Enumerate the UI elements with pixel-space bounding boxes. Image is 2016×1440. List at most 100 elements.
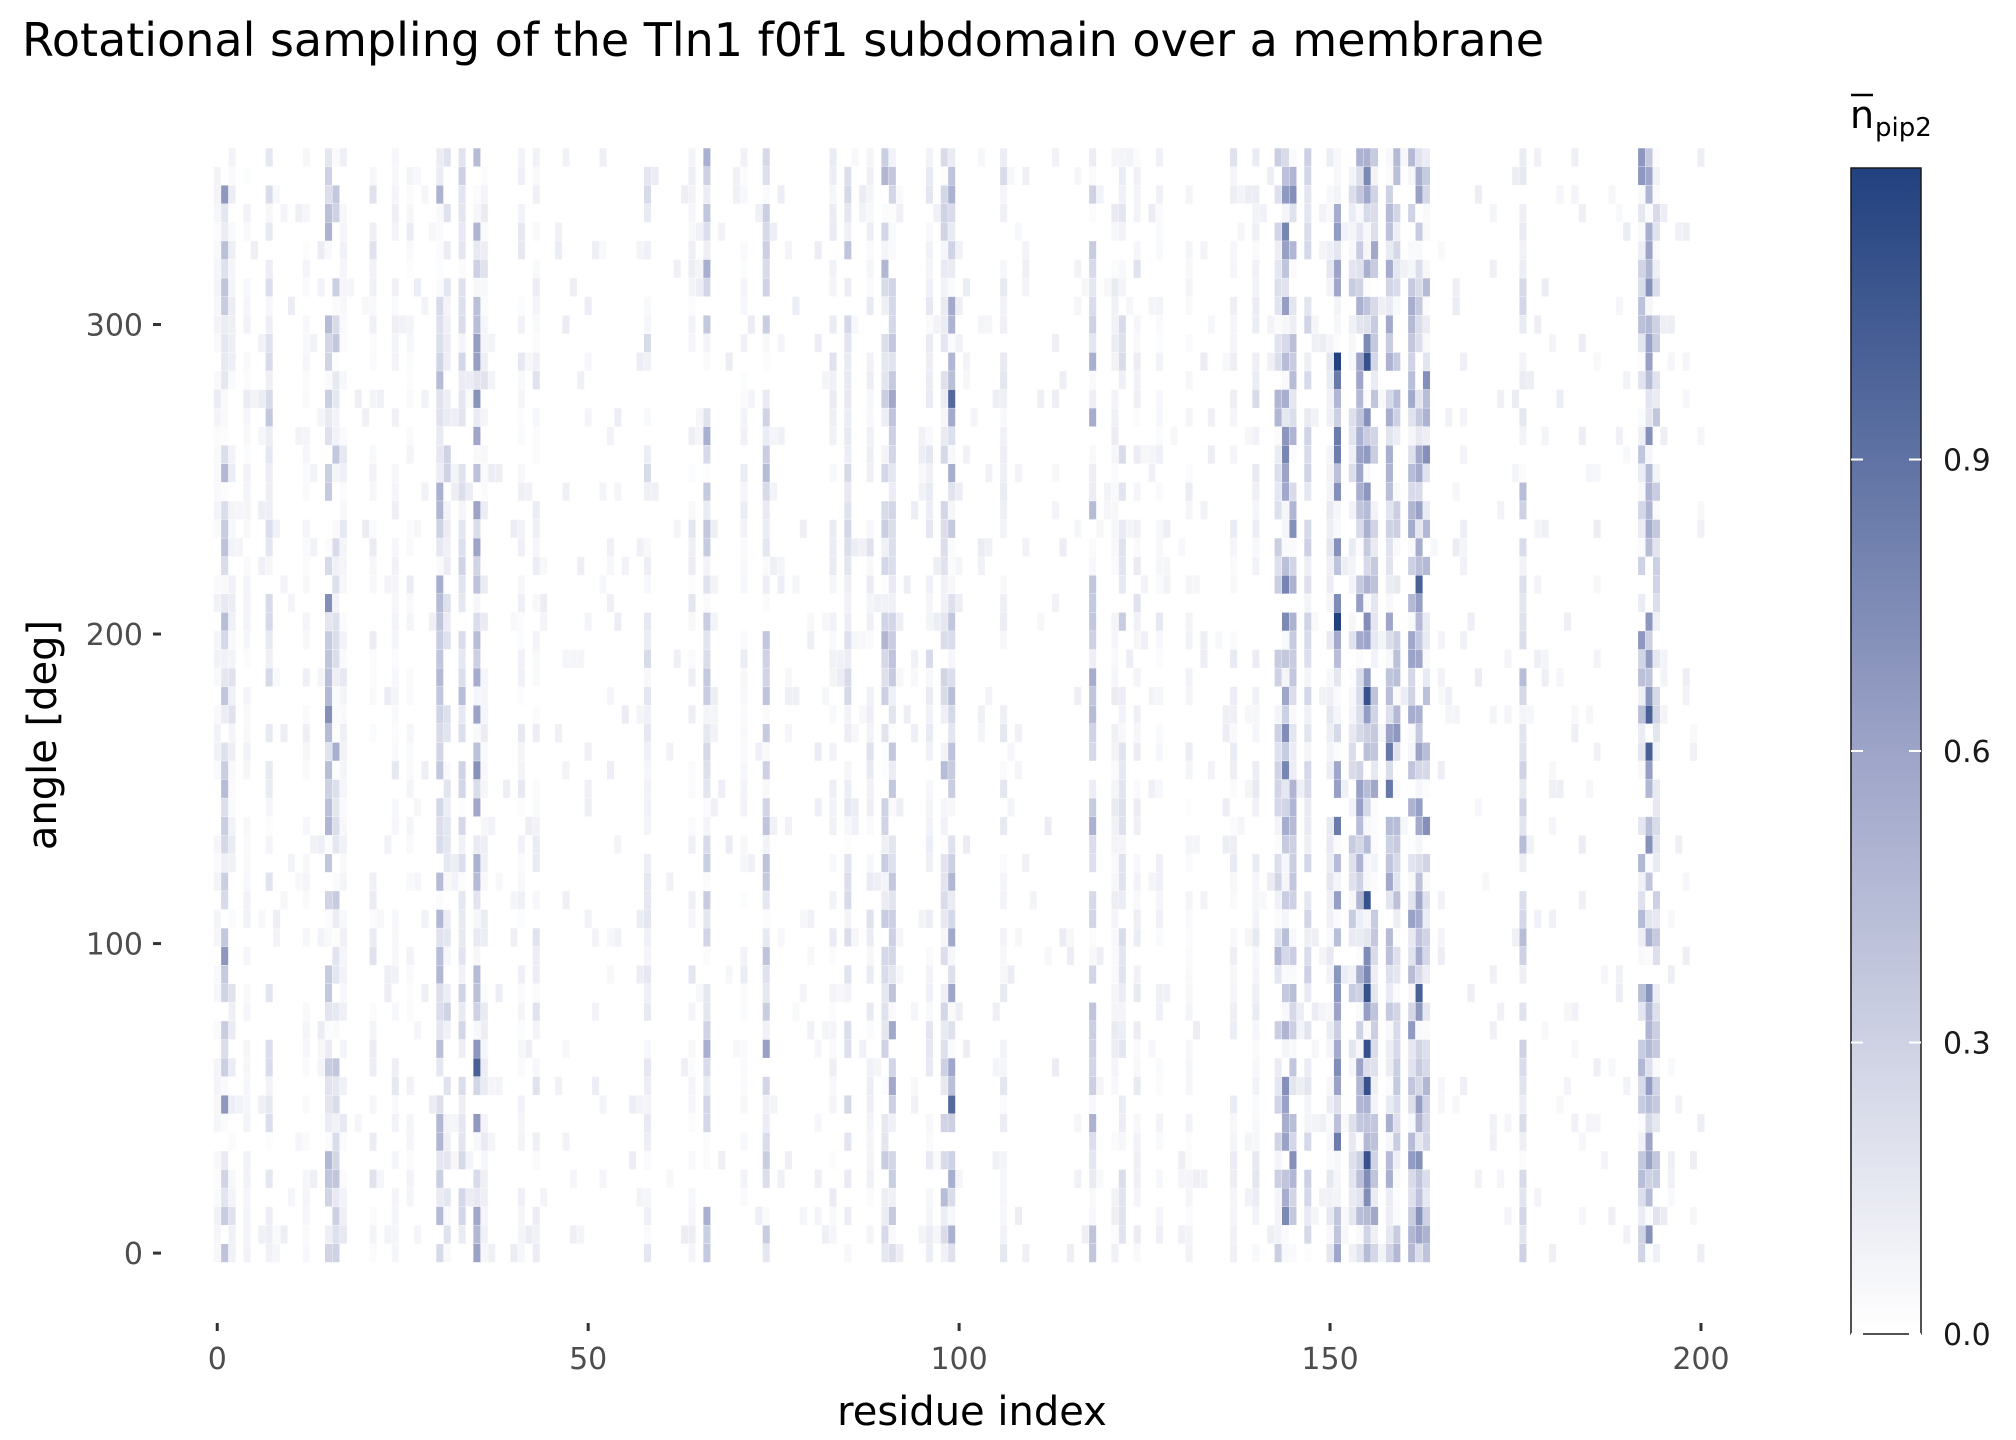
heatmap-cell — [866, 946, 874, 966]
heatmap-cell — [391, 798, 399, 817]
heatmap-cell — [1638, 501, 1646, 520]
heatmap-cell — [948, 724, 956, 743]
heatmap-cell — [1230, 1132, 1238, 1151]
heatmap-cell — [1422, 222, 1431, 241]
heatmap-cell — [421, 389, 429, 408]
heatmap-cell — [925, 1002, 933, 1021]
heatmap-cell — [221, 1114, 229, 1133]
heatmap-cell — [458, 241, 466, 260]
heatmap-cell — [265, 761, 273, 780]
heatmap-cell — [866, 742, 874, 761]
heatmap-cell — [1282, 835, 1290, 854]
heatmap-cell — [325, 556, 333, 576]
heatmap-cell — [1519, 761, 1527, 780]
heatmap-cell — [436, 352, 444, 371]
heatmap-cell — [1437, 761, 1445, 780]
heatmap-cell — [221, 984, 229, 1003]
heatmap-cell — [1645, 296, 1653, 316]
heatmap-cell — [1267, 166, 1275, 186]
heatmap-cell — [1326, 724, 1334, 743]
heatmap-cell — [265, 1132, 273, 1151]
heatmap-cell — [1111, 965, 1119, 984]
heatmap-cell — [859, 705, 867, 724]
heatmap-cell — [1326, 1188, 1334, 1207]
heatmap-cell — [1274, 1076, 1282, 1096]
heatmap-cell — [1385, 1076, 1393, 1096]
heatmap-cell — [369, 166, 377, 186]
heatmap-cell — [1096, 519, 1104, 538]
heatmap-cell — [436, 296, 444, 316]
heatmap-cell — [829, 1076, 837, 1096]
heatmap-cell — [517, 371, 525, 390]
heatmap-cell — [1311, 1114, 1319, 1133]
heatmap-cell — [1422, 1095, 1431, 1114]
heatmap-cell — [1519, 278, 1527, 297]
heatmap-cell — [629, 1151, 637, 1170]
heatmap-cell — [532, 649, 540, 668]
heatmap-cell — [1549, 816, 1557, 836]
heatmap-cell — [1348, 222, 1356, 241]
heatmap-cell — [443, 501, 451, 520]
heatmap-cell — [592, 1002, 600, 1021]
heatmap-cell — [792, 1002, 800, 1021]
heatmap-cell — [1304, 1188, 1312, 1207]
heatmap-cell — [1371, 854, 1379, 873]
heatmap-cell — [940, 445, 948, 464]
heatmap-cell — [1652, 464, 1660, 483]
heatmap-cell — [814, 1206, 822, 1226]
heatmap-cell — [1645, 389, 1653, 408]
heatmap-cell — [1282, 538, 1290, 557]
heatmap-cell — [1304, 408, 1312, 427]
heatmap-cell — [1385, 278, 1393, 297]
heatmap-cell — [1304, 352, 1312, 371]
heatmap-cell — [369, 1002, 377, 1021]
heatmap-cell — [1118, 686, 1126, 706]
heatmap-cell — [1155, 426, 1163, 446]
heatmap-cell — [458, 835, 466, 854]
heatmap-cell — [517, 315, 525, 334]
heatmap-cell — [948, 594, 956, 613]
heatmap-cell — [295, 1132, 303, 1151]
heatmap-cell — [1000, 965, 1008, 984]
heatmap-cell — [1230, 241, 1238, 260]
heatmap-cell — [480, 724, 488, 743]
heatmap-cell — [1022, 166, 1030, 186]
heatmap-cell — [1000, 445, 1008, 464]
heatmap-cell — [1371, 872, 1379, 891]
heatmap-cell — [325, 1039, 333, 1058]
heatmap-cell — [436, 984, 444, 1003]
heatmap-cell — [1304, 668, 1312, 687]
heatmap-cell — [755, 204, 763, 223]
heatmap-cell — [688, 816, 696, 836]
heatmap-cell — [1096, 946, 1104, 966]
heatmap-cell — [1230, 891, 1238, 910]
heatmap-cell — [844, 408, 852, 427]
heatmap-cell — [339, 278, 347, 297]
heatmap-cell — [1089, 1151, 1097, 1170]
heatmap-cell — [992, 389, 1000, 408]
heatmap-cell — [332, 204, 340, 223]
heatmap-cell — [1230, 185, 1238, 204]
heatmap-cell — [213, 872, 221, 891]
heatmap-cell — [859, 538, 867, 557]
heatmap-cell — [221, 278, 229, 297]
heatmap-cell — [888, 891, 896, 910]
heatmap-cell — [1052, 501, 1060, 520]
heatmap-cell — [510, 1244, 518, 1263]
heatmap-cell — [436, 668, 444, 687]
heatmap-cell — [829, 575, 837, 594]
heatmap-cell — [1230, 352, 1238, 371]
heatmap-cell — [1638, 742, 1646, 761]
heatmap-cell — [1118, 371, 1126, 390]
heatmap-cell — [955, 296, 963, 316]
heatmap-cell — [1304, 984, 1312, 1003]
heatmap-cell — [1133, 705, 1141, 724]
heatmap-cell — [1393, 965, 1401, 984]
heatmap-cell — [829, 1206, 837, 1226]
heatmap-cell — [369, 891, 377, 910]
heatmap-cell — [280, 204, 288, 223]
heatmap-cell — [339, 1169, 347, 1188]
heatmap-cell — [1252, 1076, 1260, 1096]
heatmap-cell — [1356, 464, 1364, 483]
heatmap-cell — [866, 761, 874, 780]
